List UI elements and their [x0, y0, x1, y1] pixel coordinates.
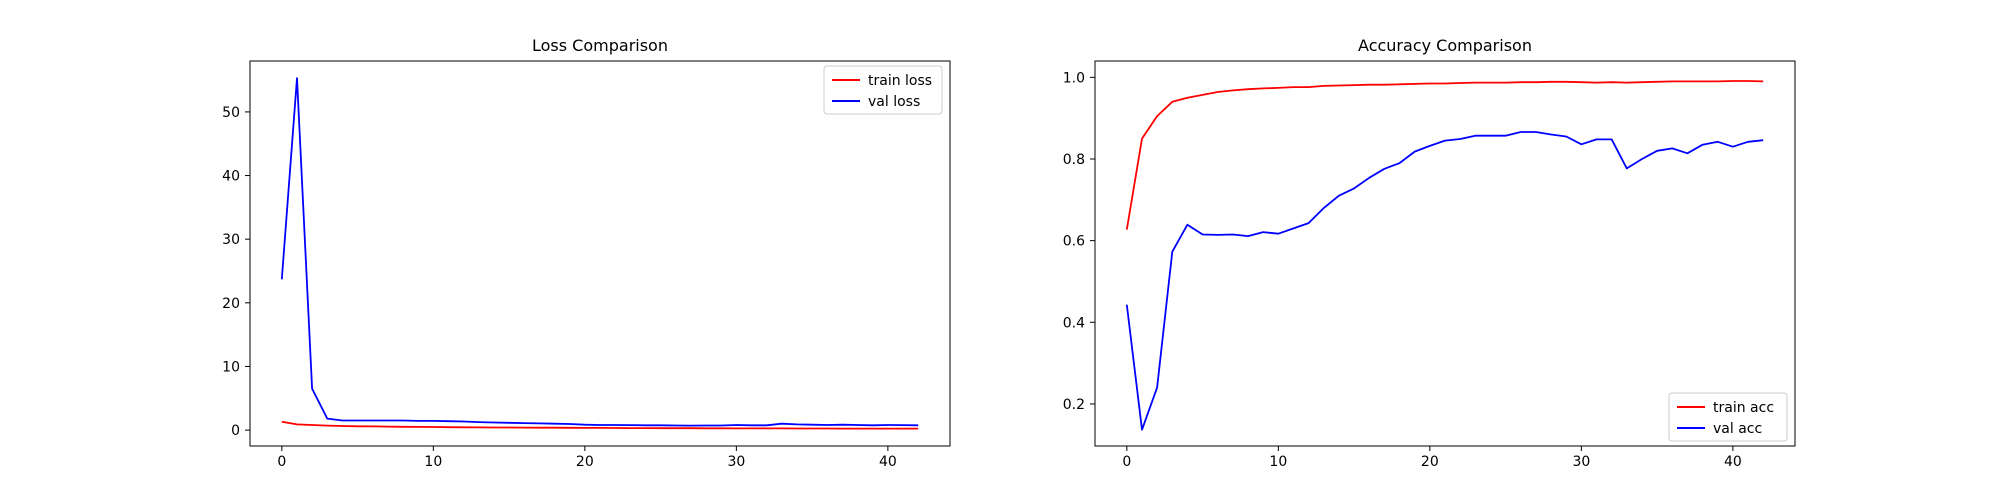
y-tick-label: 0.6	[1063, 234, 1085, 250]
y-tick-label: 0.2	[1063, 397, 1085, 413]
y-tick-label: 20	[222, 296, 240, 312]
chart-title: Accuracy Comparison	[1358, 36, 1532, 55]
x-tick-label: 30	[1572, 454, 1590, 470]
x-tick-label: 30	[727, 454, 745, 470]
x-tick-label: 0	[1122, 454, 1131, 470]
chart-title: Loss Comparison	[532, 36, 668, 55]
y-tick-label: 50	[222, 105, 240, 121]
axes-frame	[1094, 60, 1796, 447]
legend-label: train loss	[868, 73, 932, 89]
y-tick-label: 10	[222, 359, 240, 375]
y-tick-label: 0.8	[1063, 152, 1085, 168]
legend-label: val loss	[868, 94, 920, 110]
accuracy-comparison-chart: Accuracy Comparison 0 10 20 30 40 0.2 0.4 0.6 0.…	[1063, 36, 1796, 470]
series-line-val-acc	[1125, 131, 1764, 431]
axes-frame	[249, 60, 951, 447]
series-line-train-loss	[281, 420, 919, 430]
x-tick-label: 10	[1269, 454, 1287, 470]
series-line-val-loss	[280, 77, 919, 427]
y-tick-label: 40	[222, 169, 240, 185]
plot-area: 0 10 20 30 40 0 10 20 30 40 50	[222, 77, 919, 470]
loss-comparison-chart: Loss Comparison 0 10 20 30 40 0 10 20 30 40 50 tra…	[222, 36, 951, 470]
legend: train acc val acc	[1668, 392, 1788, 442]
legend: train loss val loss	[823, 65, 943, 115]
x-tick-label: 10	[424, 454, 442, 470]
y-tick-label: 0.4	[1063, 315, 1085, 331]
y-tick-label: 30	[222, 232, 240, 248]
x-tick-label: 20	[1421, 454, 1439, 470]
y-tick-label: 0	[231, 423, 240, 439]
x-tick-label: 40	[1724, 454, 1742, 470]
legend-label: train acc	[1713, 400, 1774, 416]
y-tick-label: 1.0	[1063, 70, 1085, 86]
series-line-train-acc	[1125, 80, 1764, 230]
x-tick-label: 20	[576, 454, 594, 470]
x-tick-label: 0	[277, 454, 286, 470]
legend-label: val acc	[1713, 421, 1762, 437]
x-tick-label: 40	[879, 454, 897, 470]
plot-area: 0 10 20 30 40 0.2 0.4 0.6 0.8 1.0	[1063, 70, 1764, 470]
